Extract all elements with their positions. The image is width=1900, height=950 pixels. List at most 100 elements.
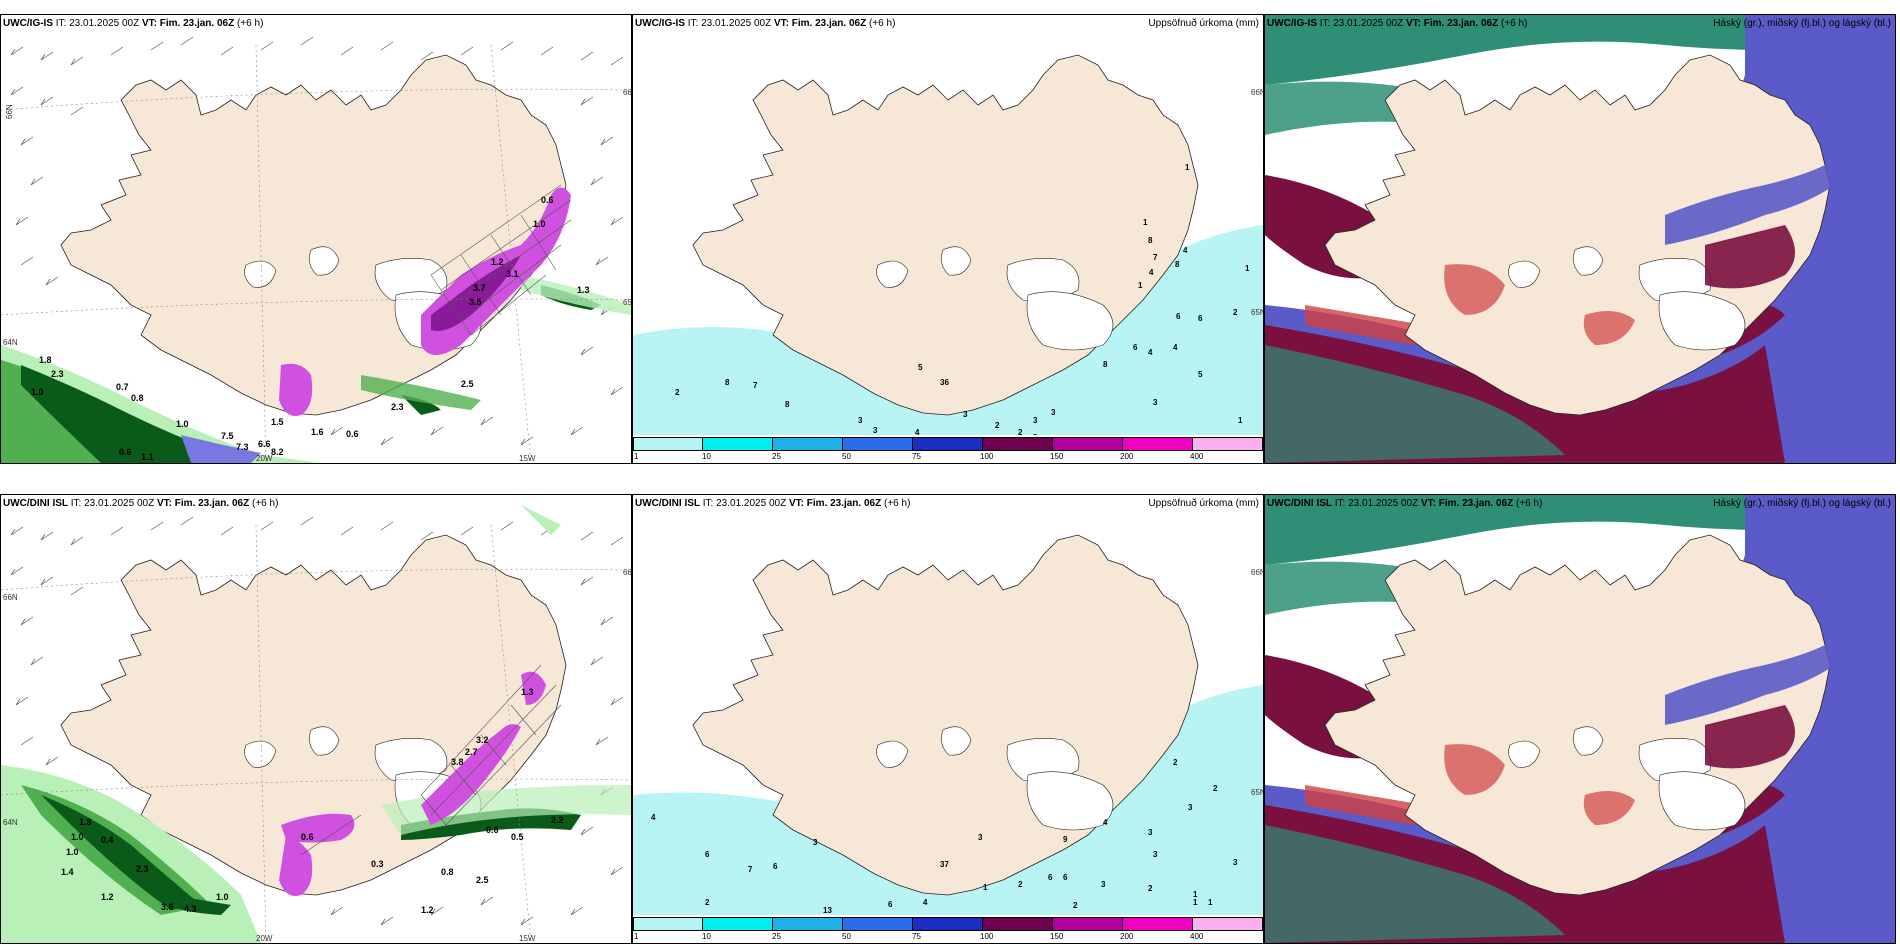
svg-text:6: 6 <box>773 862 778 871</box>
coord-labels: 66N 65N <box>1251 568 1263 797</box>
svg-text:1.8: 1.8 <box>39 355 52 365</box>
panel-legend-title: Háský (gr.), miðský (fj.bl.) og lágský (… <box>1713 18 1891 29</box>
svg-text:65N: 65N <box>1251 308 1263 317</box>
panel-dini-wind: UWC/DINI ISL IT: 23.01.2025 00Z VT: Fim.… <box>0 494 632 944</box>
cloud-map <box>1265 15 1895 463</box>
panel-ig-wind: UWC/IG-IS IT: 23.01.2025 00Z VT: Fim. 23… <box>0 14 632 464</box>
svg-text:8: 8 <box>1103 360 1108 369</box>
svg-text:66N: 66N <box>623 88 631 97</box>
svg-text:1.2: 1.2 <box>491 257 504 267</box>
svg-text:3: 3 <box>1233 858 1238 867</box>
panel-title: UWC/IG-IS IT: 23.01.2025 00Z VT: Fim. 23… <box>3 18 264 29</box>
svg-text:0.8: 0.8 <box>441 867 454 877</box>
panel-dini-precip: UWC/DINI ISL IT: 23.01.2025 00Z VT: Fim.… <box>632 494 1264 944</box>
svg-text:36: 36 <box>940 378 949 387</box>
svg-text:2.5: 2.5 <box>476 875 489 885</box>
svg-text:0.6: 0.6 <box>486 825 499 835</box>
svg-text:64N: 64N <box>3 338 18 347</box>
svg-text:0.6: 0.6 <box>346 429 359 439</box>
svg-text:15W: 15W <box>519 934 536 943</box>
svg-text:2: 2 <box>995 421 1000 430</box>
svg-text:6: 6 <box>1048 873 1053 882</box>
svg-text:4: 4 <box>1149 268 1154 277</box>
svg-text:65N: 65N <box>1251 788 1263 797</box>
panel-title: UWC/DINI ISL IT: 23.01.2025 00Z VT: Fim.… <box>635 498 911 509</box>
svg-text:7: 7 <box>1153 253 1158 262</box>
svg-text:1.0: 1.0 <box>66 847 79 857</box>
svg-text:4: 4 <box>1148 348 1153 357</box>
svg-text:2: 2 <box>1018 880 1023 889</box>
value-labels: 0.6 1.0 1.2 3.1 3.7 3.5 1.3 1.8 2.3 1.0 … <box>31 195 590 462</box>
svg-text:2.7: 2.7 <box>465 747 478 757</box>
svg-text:2.3: 2.3 <box>136 864 149 874</box>
svg-text:8.2: 8.2 <box>271 447 284 457</box>
panel-ig-precip: UWC/IG-IS IT: 23.01.2025 00Z VT: Fim. 23… <box>632 14 1264 464</box>
wind-precip-map: 0.6 1.0 1.2 3.1 3.7 3.5 1.3 1.8 2.3 1.0 … <box>1 36 631 463</box>
coord-labels: 66N 65N <box>1251 88 1263 317</box>
svg-text:3.7: 3.7 <box>473 283 486 293</box>
svg-text:1.1: 1.1 <box>141 452 154 462</box>
svg-text:1.2: 1.2 <box>101 892 114 902</box>
svg-text:0.8: 0.8 <box>131 393 144 403</box>
svg-text:3.8: 3.8 <box>451 757 464 767</box>
svg-text:3: 3 <box>1051 408 1056 417</box>
svg-text:1.0: 1.0 <box>31 387 44 397</box>
svg-text:2: 2 <box>1148 884 1153 893</box>
svg-text:0.6: 0.6 <box>119 447 132 457</box>
svg-text:3.5: 3.5 <box>469 297 482 307</box>
precip-map: 2 8 7 8 3 3 4 5 36 3 2 2 3 3 2 8 6 4 4 3… <box>633 54 1263 442</box>
svg-text:66N: 66N <box>1251 88 1263 97</box>
svg-text:1.5: 1.5 <box>271 417 284 427</box>
svg-text:64N: 64N <box>3 818 18 827</box>
colorbar: 1 10 25 50 75 100 150 200 400 <box>633 915 1263 943</box>
colorbar: 1 10 25 50 75 100 150 200 400 <box>633 435 1263 463</box>
svg-text:1.8: 1.8 <box>79 817 92 827</box>
magenta-precip <box>279 671 546 896</box>
value-labels: 1.3 3.2 2.7 3.8 0.6 0.5 2.2 0.8 2.5 1.0 … <box>61 687 564 915</box>
svg-text:1.4: 1.4 <box>61 867 74 877</box>
svg-text:7: 7 <box>753 381 758 390</box>
svg-text:15W: 15W <box>519 454 536 463</box>
svg-text:3: 3 <box>1148 828 1153 837</box>
svg-text:1.0: 1.0 <box>71 832 84 842</box>
svg-text:8: 8 <box>725 378 730 387</box>
svg-text:6: 6 <box>1198 314 1203 323</box>
svg-text:2.3: 2.3 <box>391 402 404 412</box>
svg-text:6.6: 6.6 <box>258 439 271 449</box>
svg-text:5: 5 <box>918 363 923 372</box>
svg-text:2: 2 <box>1173 758 1178 767</box>
svg-text:1.0: 1.0 <box>533 219 546 229</box>
svg-text:3: 3 <box>813 838 818 847</box>
svg-text:1.0: 1.0 <box>216 892 229 902</box>
svg-text:3.1: 3.1 <box>506 269 519 279</box>
svg-text:3.2: 3.2 <box>476 735 489 745</box>
svg-text:6: 6 <box>1176 312 1181 321</box>
svg-text:3: 3 <box>963 410 968 419</box>
svg-text:1: 1 <box>1245 264 1250 273</box>
svg-text:1.3: 1.3 <box>577 285 590 295</box>
svg-text:6: 6 <box>888 900 893 909</box>
svg-text:1: 1 <box>1193 898 1198 907</box>
svg-text:4: 4 <box>1173 343 1178 352</box>
grid-lines <box>1 44 631 463</box>
svg-text:3: 3 <box>1033 416 1038 425</box>
cloud-map <box>1265 495 1895 943</box>
panel-title: UWC/DINI ISL IT: 23.01.2025 00Z VT: Fim.… <box>3 498 279 509</box>
coord-labels: 66N 66N 65N 64N 20W 15W <box>3 88 631 463</box>
svg-text:7: 7 <box>748 865 753 874</box>
panel-legend-title: Uppsöfnuð úrkoma (mm) <box>1148 498 1259 509</box>
svg-text:2: 2 <box>705 898 710 907</box>
svg-text:1.2: 1.2 <box>421 905 434 915</box>
svg-text:2: 2 <box>675 388 680 397</box>
svg-text:66N: 66N <box>1251 568 1263 577</box>
svg-text:0.7: 0.7 <box>116 382 129 392</box>
svg-text:65N: 65N <box>623 298 631 307</box>
svg-text:4: 4 <box>651 813 656 822</box>
svg-text:8: 8 <box>1148 236 1153 245</box>
svg-text:1: 1 <box>1185 163 1190 172</box>
svg-text:8: 8 <box>785 400 790 409</box>
svg-text:3.8: 3.8 <box>161 902 174 912</box>
svg-text:2: 2 <box>1213 784 1218 793</box>
svg-text:66N: 66N <box>3 593 18 602</box>
svg-text:20W: 20W <box>256 934 273 943</box>
